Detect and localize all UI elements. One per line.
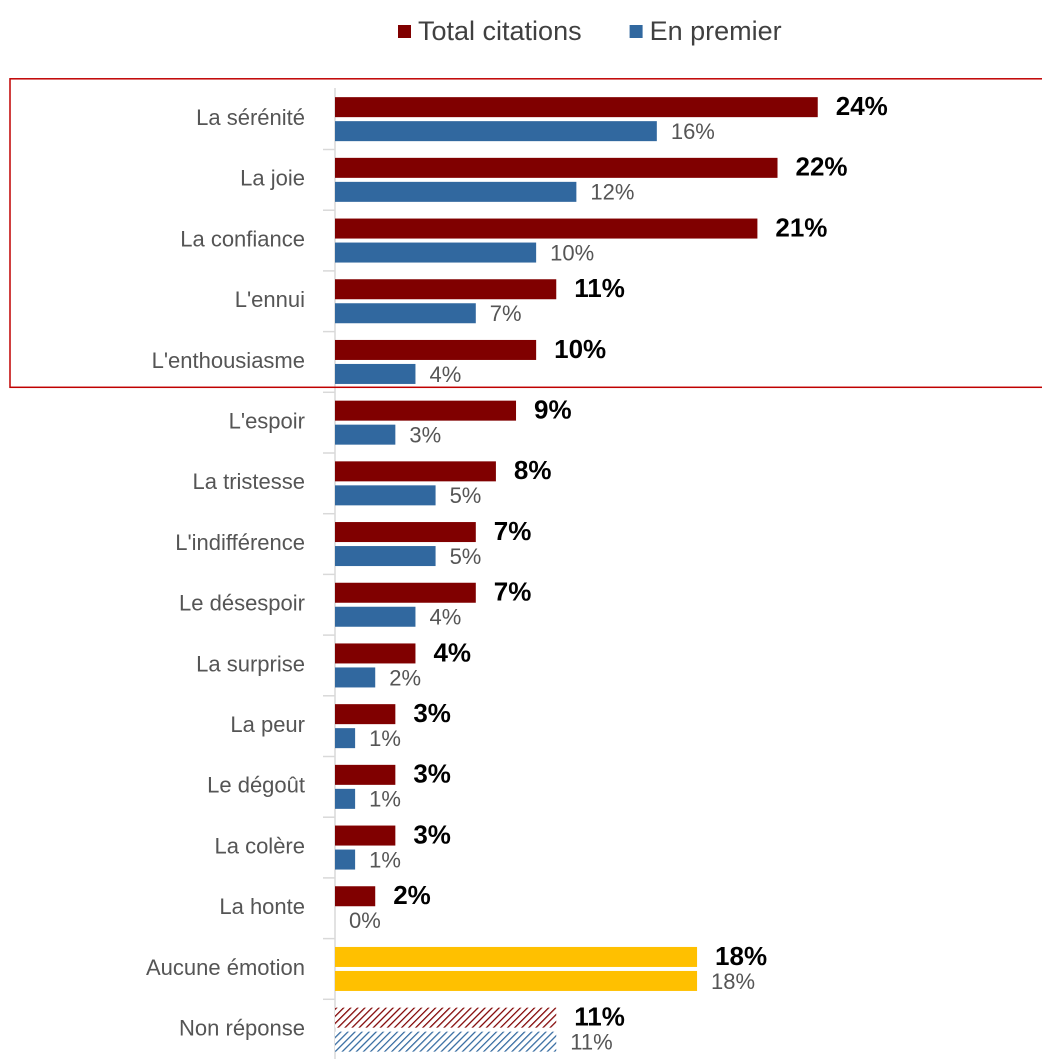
- first-value-label: 1%: [369, 726, 401, 751]
- bar: [335, 606, 416, 627]
- total-value-label: 3%: [413, 819, 451, 849]
- bar: [335, 704, 396, 725]
- total-value-label: 3%: [413, 698, 451, 728]
- total-value-label: 22%: [796, 152, 848, 182]
- first-value-label: 7%: [490, 301, 522, 326]
- bar: [335, 218, 758, 239]
- category-label: Non réponse: [179, 1015, 305, 1040]
- total-value-label: 11%: [574, 1002, 625, 1032]
- first-value-label: 4%: [429, 362, 461, 387]
- bar: [335, 970, 698, 991]
- legend-swatch: [629, 25, 643, 38]
- bar: [335, 764, 396, 785]
- category-label: L'indifférence: [175, 530, 305, 555]
- total-value-label: 24%: [836, 91, 888, 121]
- bar: [335, 121, 657, 142]
- bar: [335, 825, 396, 846]
- category-label: La peur: [230, 712, 305, 737]
- first-value-label: 2%: [389, 665, 421, 690]
- first-value-label: 5%: [450, 483, 482, 508]
- bar: [335, 728, 356, 749]
- total-value-label: 18%: [715, 941, 767, 971]
- first-value-label: 1%: [369, 847, 401, 872]
- first-value-label: 5%: [450, 544, 482, 569]
- bar: [335, 1031, 557, 1052]
- legend-label: Total citations: [418, 16, 582, 46]
- first-value-label: 1%: [369, 787, 401, 812]
- bar: [335, 424, 396, 445]
- total-value-label: 7%: [494, 577, 532, 607]
- bar: [335, 788, 356, 809]
- bar: [335, 886, 376, 907]
- first-value-label: 11%: [570, 1029, 612, 1054]
- bar: [335, 667, 376, 688]
- category-label: L'espoir: [229, 408, 305, 433]
- category-label: La sérénité: [196, 105, 305, 130]
- total-value-label: 21%: [775, 212, 827, 242]
- first-value-label: 12%: [590, 180, 634, 205]
- category-label: L'enthousiasme: [152, 348, 305, 373]
- first-value-label: 4%: [429, 605, 461, 630]
- category-label: Aucune émotion: [146, 955, 305, 980]
- category-label: L'ennui: [235, 287, 305, 312]
- bar: [335, 485, 436, 506]
- category-label: La joie: [240, 166, 305, 191]
- total-value-label: 11%: [574, 273, 625, 303]
- total-value-label: 7%: [494, 516, 532, 546]
- first-value-label: 3%: [409, 422, 441, 447]
- category-label: La surprise: [196, 651, 305, 676]
- category-label: Le dégoût: [207, 773, 305, 798]
- category-label: La colère: [214, 833, 305, 858]
- bar: [335, 363, 416, 384]
- first-value-label: 0%: [349, 908, 381, 933]
- bar: [335, 242, 537, 263]
- bar: [335, 279, 557, 300]
- first-value-label: 10%: [550, 240, 594, 265]
- bar: [335, 303, 476, 324]
- first-value-label: 18%: [711, 969, 755, 994]
- bar: [335, 461, 496, 482]
- category-label: Le désespoir: [179, 591, 305, 616]
- total-value-label: 9%: [534, 395, 572, 425]
- bar: [335, 946, 698, 967]
- total-value-label: 10%: [554, 334, 606, 364]
- bar: [335, 339, 537, 360]
- category-label: La honte: [219, 894, 305, 919]
- total-value-label: 2%: [393, 880, 431, 910]
- bar: [335, 97, 818, 118]
- bar: [335, 181, 577, 202]
- bar: [335, 522, 476, 543]
- legend-label: En premier: [650, 16, 782, 46]
- total-value-label: 3%: [413, 759, 451, 789]
- first-value-label: 16%: [671, 119, 715, 144]
- bar: [335, 582, 476, 603]
- bar: [335, 849, 356, 870]
- total-value-label: 4%: [433, 637, 471, 667]
- bar: [335, 546, 436, 567]
- category-label: La tristesse: [193, 469, 306, 494]
- total-value-label: 8%: [514, 455, 552, 485]
- legend-swatch: [398, 25, 411, 38]
- bar: [335, 400, 517, 421]
- bar: [335, 643, 416, 664]
- category-label: La confiance: [180, 226, 305, 251]
- bar: [335, 157, 778, 178]
- highlight-box: [9, 78, 1042, 389]
- bar: [335, 1007, 557, 1028]
